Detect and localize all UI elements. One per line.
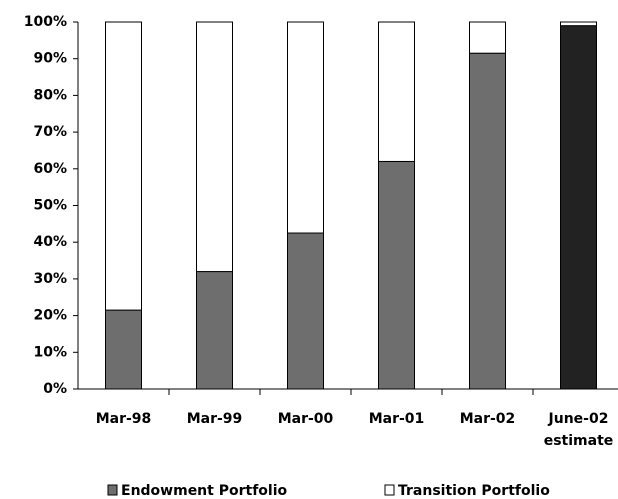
y-tick-label: 90% [33, 51, 67, 67]
y-tick-label: 50% [33, 198, 67, 214]
bar-segment [560, 25, 597, 390]
bar-segment [196, 21, 233, 273]
x-tick-label: Mar-00 [277, 411, 334, 427]
y-tick-label: 30% [33, 271, 67, 287]
bar-segment [469, 52, 506, 390]
y-tick-label: 80% [33, 87, 67, 103]
y-tick-label: 10% [33, 344, 67, 360]
bar-segment [287, 21, 324, 234]
x-tick-label: Mar-02 [459, 411, 516, 427]
y-tick-label: 100% [24, 14, 67, 30]
y-tick-label: 20% [33, 308, 67, 324]
legend-label: Transition Portfolio [398, 483, 550, 499]
y-tick-label: 70% [33, 124, 67, 140]
legend-label: Endowment Portfolio [121, 483, 288, 499]
bar-segment [378, 21, 415, 162]
bar-segment [560, 21, 597, 27]
bar-segment [105, 21, 142, 311]
bar-segment [196, 271, 233, 390]
x-tick-label: Mar-01 [368, 411, 425, 427]
bar-segment [469, 21, 506, 54]
x-tick-label: Mar-99 [186, 411, 243, 427]
bar-segment [287, 232, 324, 390]
bar-segment [105, 309, 142, 390]
bar-segment [378, 160, 415, 390]
legend-swatch [384, 484, 395, 496]
legend-swatch [107, 484, 118, 496]
x-tick-label: June-02 estimate [543, 411, 614, 449]
y-tick-label: 40% [33, 234, 67, 250]
x-tick-label: Mar-98 [95, 411, 152, 427]
y-tick-label: 0% [43, 381, 67, 397]
y-tick-label: 60% [33, 161, 67, 177]
